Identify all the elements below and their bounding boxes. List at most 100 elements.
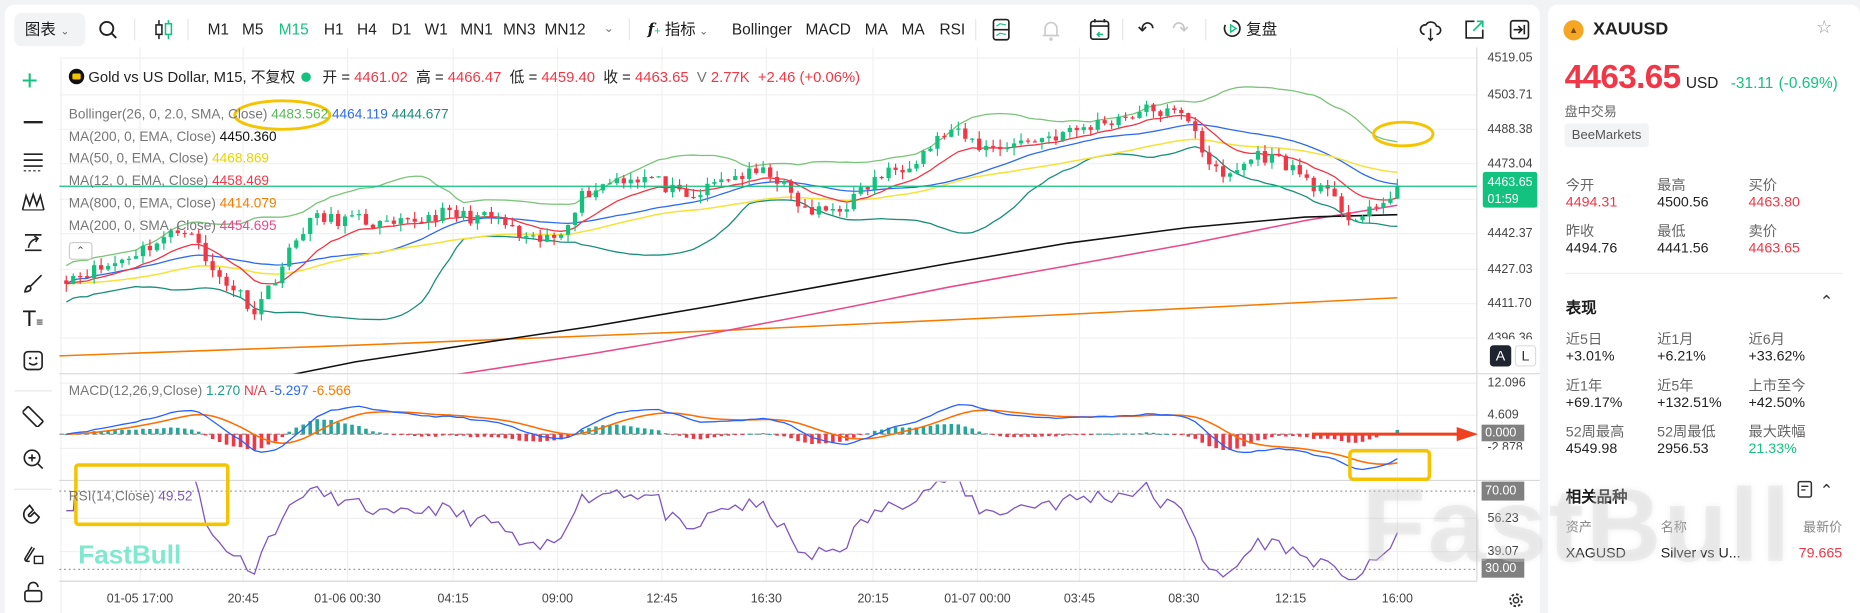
macd-histogram-bar: [552, 434, 556, 441]
auto-scale-button[interactable]: A: [1489, 345, 1512, 367]
timeframe-d1[interactable]: D1: [391, 20, 412, 38]
pattern-tool-icon[interactable]: [21, 191, 45, 212]
indicator-legend-ema50[interactable]: MA(50, 0, EMA, Close) 4468.869: [69, 151, 269, 168]
candle-body: [321, 213, 327, 222]
horizontal-line-tool-icon[interactable]: [23, 120, 43, 124]
timeframe-m5[interactable]: M5: [241, 20, 264, 38]
candle-body: [677, 184, 682, 190]
cloud-save-icon[interactable]: [1419, 18, 1443, 42]
candle-body: [342, 216, 348, 227]
candlestick-type-icon[interactable]: [153, 18, 174, 42]
zoom-in-tool-icon[interactable]: [23, 448, 44, 470]
collapse-legend-chevron-icon[interactable]: ⌃: [68, 241, 93, 260]
magnet-tool-icon[interactable]: [22, 503, 44, 524]
candle-body: [161, 237, 166, 244]
macd-histogram-bar: [865, 433, 870, 435]
indicator-legend-sma200[interactable]: MA(200, 0, SMA, Close) 4454.695: [69, 218, 277, 235]
timeframe-h4[interactable]: H4: [357, 20, 377, 38]
emoji-tool-icon[interactable]: [23, 350, 44, 371]
candle-body: [85, 276, 90, 278]
share-icon[interactable]: [1464, 19, 1485, 40]
indicator-bollinger[interactable]: Bollinger: [731, 20, 792, 38]
indicator-legend-ema200[interactable]: MA(200, 0, EMA, Close) 4450.360: [69, 129, 277, 146]
chart-settings-gear-icon[interactable]: [1508, 592, 1525, 609]
list-icon[interactable]: [1797, 480, 1813, 498]
chart-menu-button[interactable]: 图表 ⌄: [14, 13, 86, 47]
lock-drawings-icon[interactable]: [23, 543, 44, 565]
macd-histogram-bar: [127, 429, 131, 435]
macd-histogram-bar: [900, 427, 905, 435]
indicator-ma[interactable]: MA: [864, 20, 888, 38]
alert-bell-icon[interactable]: [1040, 18, 1061, 42]
candle: [147, 239, 153, 257]
search-icon[interactable]: [98, 20, 117, 39]
indicator-legend-ema800[interactable]: MA(800, 0, EMA, Close) 4414.079: [69, 196, 277, 213]
replay-button[interactable]: 复盘: [1223, 18, 1277, 42]
annotation-arrow-head: [1456, 427, 1479, 442]
text-tool-icon[interactable]: T≡: [22, 307, 44, 333]
macd-histogram-bar: [517, 434, 522, 441]
macd-histogram-bar: [210, 434, 215, 440]
indicator-legend-bollinger[interactable]: Bollinger(26, 0, 2.0, SMA, Close) 4483.5…: [69, 107, 449, 124]
candle: [593, 183, 599, 201]
macd-histogram-bar: [1360, 434, 1365, 442]
timeframe-m15[interactable]: M15: [278, 20, 309, 38]
timeframe-mn1[interactable]: MN1: [460, 20, 493, 38]
brush-tool-icon[interactable]: [23, 273, 44, 294]
candle: [754, 163, 759, 175]
candle: [1339, 193, 1344, 218]
bollinger-lower-line: [65, 145, 1398, 321]
indicators-button[interactable]: f+ 指标 ⌄: [648, 18, 709, 42]
layout-icon[interactable]: [992, 18, 1011, 42]
collapse-related-chevron-icon[interactable]: ⌃: [1819, 480, 1834, 500]
collapse-panel-icon[interactable]: [1509, 19, 1530, 40]
candle: [112, 255, 118, 272]
macd-na-value: N/A: [243, 384, 266, 399]
candle: [1262, 144, 1268, 166]
calendar-goto-icon[interactable]: [1089, 18, 1110, 42]
favorite-star-icon[interactable]: ☆: [1816, 17, 1833, 38]
macd-histogram-bar: [705, 434, 710, 439]
unlock-icon[interactable]: [23, 581, 44, 603]
ruler-tool-icon[interactable]: [22, 405, 44, 428]
candle: [489, 206, 494, 224]
performance-label: 近1月: [1657, 330, 1694, 348]
broker-badge[interactable]: BeeMarkets: [1564, 123, 1649, 148]
log-scale-button[interactable]: L: [1514, 345, 1537, 367]
timeframe-mn12[interactable]: MN12: [544, 20, 586, 38]
crosshair-tool-icon[interactable]: +: [21, 65, 38, 98]
timeframe-m1[interactable]: M1: [207, 20, 230, 38]
candle: [119, 258, 125, 268]
timeframe-mn3[interactable]: MN3: [502, 20, 536, 38]
candle-body: [1116, 116, 1121, 126]
candle-body: [1381, 202, 1386, 208]
collapse-performance-chevron-icon[interactable]: ⌃: [1819, 291, 1834, 311]
candle-body: [781, 180, 787, 184]
macd-histogram-bar: [670, 434, 675, 436]
candle: [677, 179, 682, 192]
more-timeframes-chevron-icon[interactable]: ⌄: [603, 22, 614, 36]
fibonacci-tool-icon[interactable]: [23, 231, 44, 252]
timeframe-h1[interactable]: H1: [323, 20, 344, 38]
parallel-channel-tool-icon[interactable]: [23, 151, 44, 172]
undo-icon[interactable]: ↶: [1137, 17, 1155, 41]
indicator-ma-2[interactable]: MA: [901, 20, 925, 38]
macd-histogram-bar: [169, 427, 173, 435]
candle-body: [1018, 140, 1024, 144]
indicator-macd[interactable]: MACD: [805, 20, 851, 38]
candle-body: [1221, 166, 1226, 177]
candle-body: [900, 169, 905, 173]
timeframe-w1[interactable]: W1: [424, 20, 448, 38]
quote-change-pct: (-0.69%): [1778, 73, 1838, 92]
candle: [468, 205, 473, 226]
macd-legend[interactable]: MACD(12,26,9,Close) 1.270 N/A -5.297 -6.…: [69, 383, 351, 400]
macd-histogram-bar: [935, 424, 940, 435]
candle-body: [837, 209, 842, 212]
indicator-legend-ema12[interactable]: MA(12, 0, EMA, Close) 4458.469: [69, 173, 269, 190]
redo-icon[interactable]: ↷: [1171, 17, 1189, 41]
candle: [328, 206, 334, 225]
indicator-rsi[interactable]: RSI: [939, 20, 966, 38]
rsi-legend[interactable]: RSI(14,Close) 49.52: [69, 489, 193, 506]
candle: [851, 186, 856, 212]
